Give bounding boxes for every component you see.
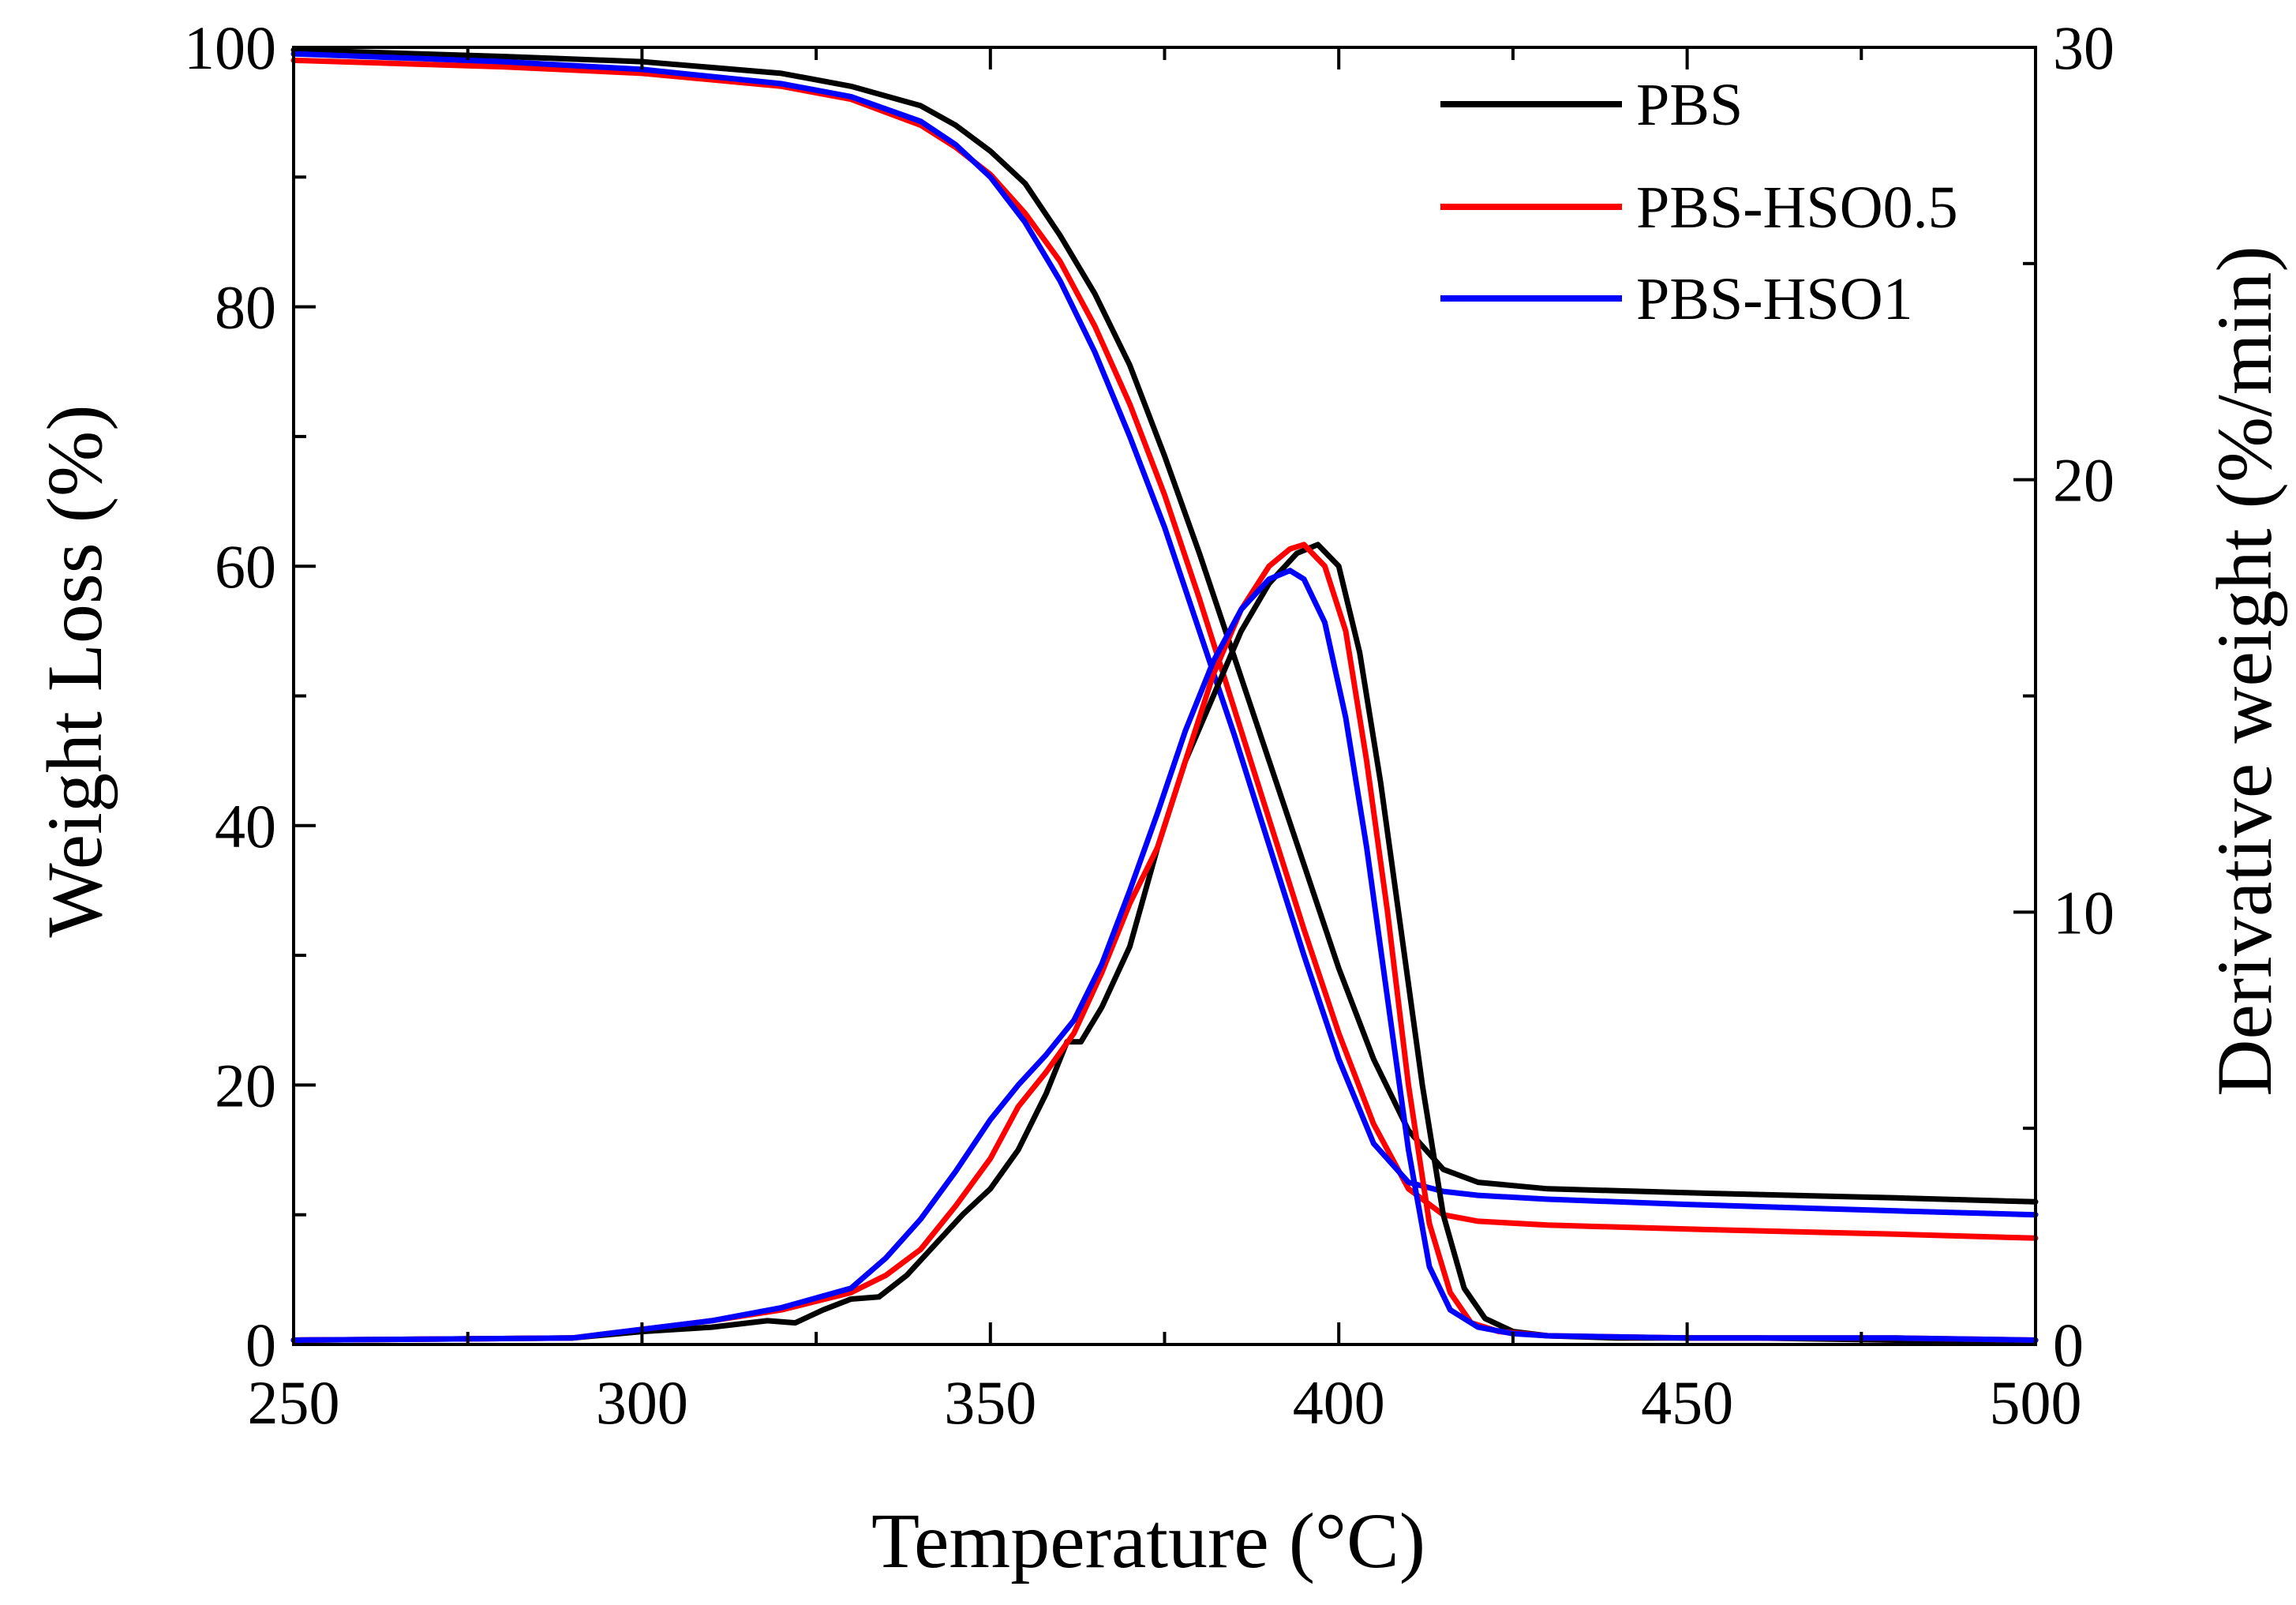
legend-label-pbs: PBS	[1636, 72, 1743, 138]
y-left-tick-label: 20	[215, 1051, 276, 1119]
data-curves	[290, 47, 2039, 1343]
y-left-tick-label: 60	[215, 532, 276, 601]
y-left-tick-label: 40	[215, 792, 276, 861]
pbs-weight-curve	[290, 47, 2039, 1205]
x-tick-label: 450	[1641, 1368, 1733, 1437]
pbs-hso1-derivative-curve	[290, 568, 2039, 1343]
x-axis-title: Temperature (°C)	[871, 1497, 1425, 1584]
x-tick-label: 350	[944, 1368, 1036, 1437]
pbs-hso1-weight-curve	[290, 51, 2039, 1218]
x-tick-label: 500	[1990, 1368, 2082, 1437]
legend: PBS PBS-HSO0.5 PBS-HSO1	[1440, 72, 1958, 332]
legend-label-pbs-hso0-5: PBS-HSO0.5	[1636, 174, 1958, 241]
x-tick-label: 300	[596, 1368, 688, 1437]
pbs-hso0-5-derivative-curve	[290, 542, 2039, 1343]
x-tick-label: 250	[248, 1368, 340, 1437]
y-right-tick-label: 10	[2053, 878, 2114, 947]
y-axis-right-title: Derivative weight (%/min)	[2200, 246, 2288, 1096]
y-right-tick-label: 0	[2053, 1311, 2084, 1379]
legend-label-pbs-hso1: PBS-HSO1	[1636, 266, 1913, 332]
plot-frame	[292, 46, 2037, 1346]
y-left-tick-label: 100	[184, 13, 276, 82]
y-axis-left-title: Weight Loss (%)	[31, 404, 118, 937]
y-right-tick-label: 30	[2053, 13, 2114, 82]
x-tick-label: 400	[1293, 1368, 1385, 1437]
pbs-derivative-curve	[290, 542, 2039, 1343]
y-left-tick-label: 0	[245, 1311, 276, 1379]
y-right-tick-label: 20	[2053, 446, 2114, 515]
y-left-tick-label: 80	[215, 273, 276, 342]
